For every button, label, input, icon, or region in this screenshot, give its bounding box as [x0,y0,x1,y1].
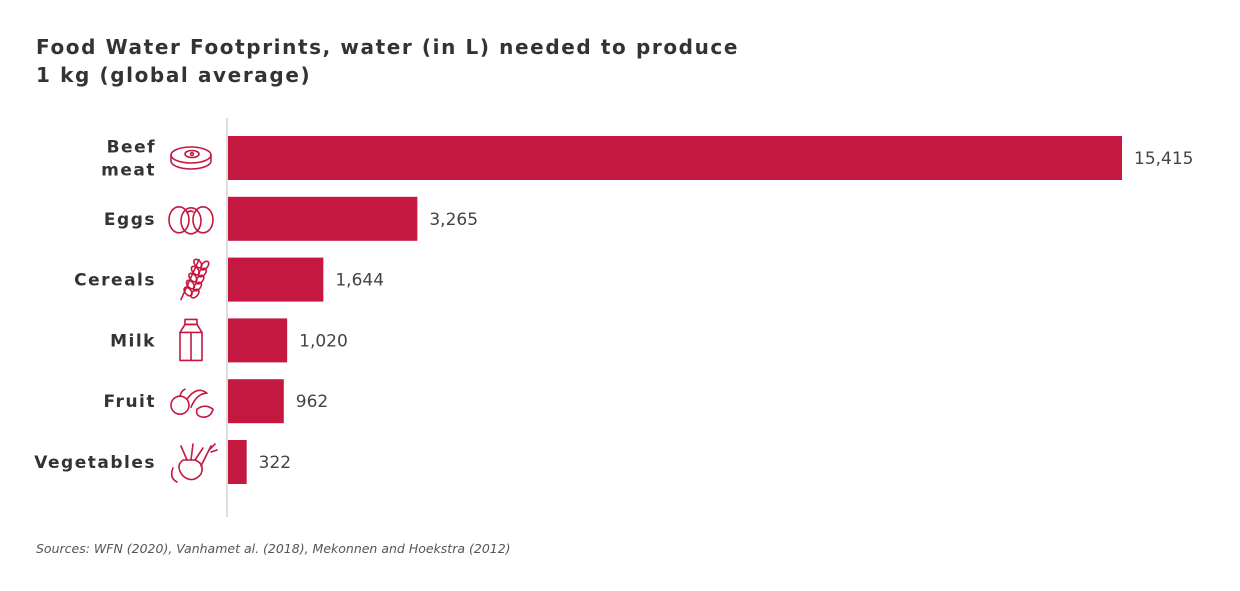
bars-layer [228,136,1122,484]
value-labels-layer: 15,415 3,265 1,644 1,020 962 322 [259,149,1194,473]
value-label-2: 1,644 [335,271,384,291]
source-note: Sources: WFN (2020), Vanhamet al. (2018)… [36,541,511,556]
category-label-0-line-0: Beef [107,138,156,158]
value-label-5: 322 [259,453,291,473]
value-label-0: 15,415 [1134,149,1193,169]
category-label-3: Milk [110,331,156,351]
bar-5 [228,440,247,484]
category-label-4-line-0: Fruit [104,392,156,412]
category-icons-layer [168,146,218,483]
eggs-icon [168,206,214,235]
vegetables-icon [170,443,218,483]
category-label-5-line-0: Vegetables [34,453,156,473]
wheat-icon [180,258,210,301]
category-label-3-line-0: Milk [110,331,156,351]
category-label-4: Fruit [104,392,156,412]
category-labels-layer: Beef meat Eggs Cereals Milk Fruit Vegetables [34,138,156,474]
bar-1 [228,196,418,241]
bar-4 [228,379,284,424]
chart-title-line-2: 1 kg (global average) [36,63,312,87]
chart-title-line-1: Food Water Footprints, water (in L) need… [36,35,740,59]
steak-icon [170,146,212,170]
chart-title: Food Water Footprints, water (in L) need… [36,33,739,89]
fruit-icon [170,388,214,419]
category-label-1-line-0: Eggs [104,210,156,230]
milk-carton-icon [179,318,203,362]
category-label-2: Cereals [74,271,156,291]
bar-3 [228,318,288,363]
value-label-1: 3,265 [429,210,478,230]
category-label-5: Vegetables [34,453,156,473]
value-label-4: 962 [296,392,328,412]
category-label-0-line-1: meat [101,161,156,181]
category-label-1: Eggs [104,210,156,230]
category-label-2-line-0: Cereals [74,271,156,291]
value-label-3: 1,020 [299,331,348,351]
bar-2 [228,257,324,302]
category-label-0: Beef meat [101,138,156,181]
bar-0 [228,136,1122,180]
